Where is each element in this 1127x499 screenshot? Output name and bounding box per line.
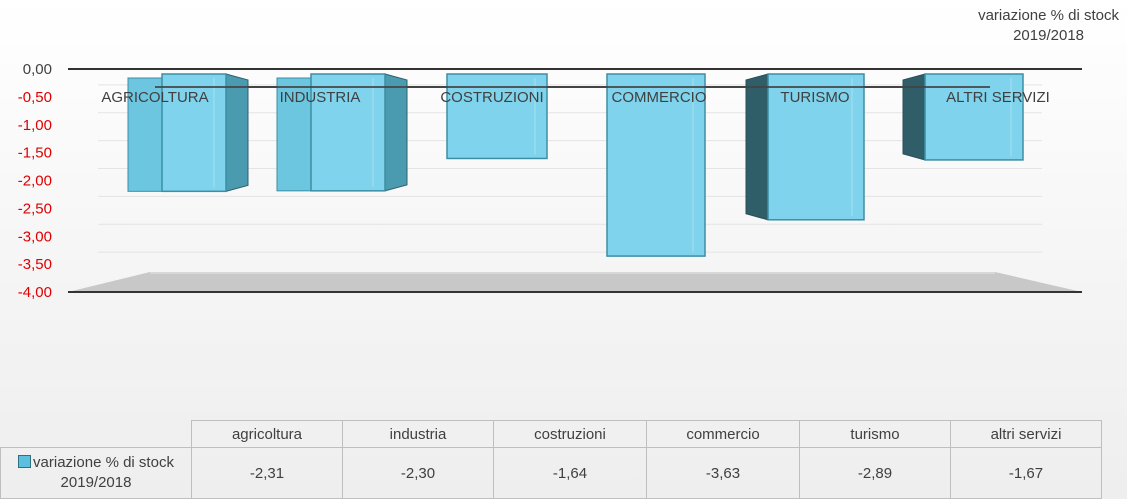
y-tick-label: -1,00	[18, 117, 52, 134]
data-table-header-industria: industria	[342, 420, 494, 448]
series-label-line-1: variazione % di stock	[33, 454, 174, 471]
data-table: agricoltura industria costruzioni commer…	[0, 420, 1102, 499]
bar-side-face	[225, 73, 249, 192]
y-tick-label: 0,00	[23, 61, 52, 78]
data-table-header-commercio: commercio	[646, 420, 800, 448]
y-tick-label: -0,50	[18, 89, 52, 106]
floor-plane	[68, 272, 1082, 292]
bar	[767, 73, 865, 221]
series-swatch-icon	[18, 455, 32, 468]
y-tick-label: -3,00	[18, 228, 52, 245]
bar-chart: 0,00 -0,50 -1,00 -1,50 -2,00 -2,50 -3,00 -3,50 -…	[18, 61, 1082, 301]
data-table-value-turismo: -2,89	[799, 447, 951, 499]
data-table-value-industria: -2,30	[342, 447, 494, 499]
y-tick-label: -2,50	[18, 200, 52, 217]
data-table-value-commercio: -3,63	[646, 447, 800, 499]
floor-back-edge	[150, 272, 995, 274]
x-category-label: TURISMO	[780, 89, 849, 106]
bar	[161, 73, 227, 193]
data-table-header-agricoltura: agricoltura	[191, 420, 343, 448]
legend-line-1: variazione % di stock	[978, 7, 1119, 24]
x-category-label: COSTRUZIONI	[440, 89, 543, 106]
x-category-label: COMMERCIO	[612, 89, 707, 106]
data-table-header-costruzioni: costruzioni	[493, 420, 647, 448]
y-tick-label: -4,00	[18, 284, 52, 301]
bar-side-face	[745, 73, 769, 221]
data-table-value-costruzioni: -1,64	[493, 447, 647, 499]
data-table-series-label: variazione % di stock 2019/2018	[0, 447, 192, 499]
data-table-corner	[1, 421, 192, 448]
data-table-header-row: agricoltura industria costruzioni commer…	[1, 420, 1102, 448]
series-label-line-2: 2019/2018	[60, 474, 132, 491]
y-tick-label: -2,00	[18, 173, 52, 190]
legend: variazione % di stock 2019/2018	[978, 6, 1119, 46]
bar	[606, 73, 706, 257]
x-category-label: AGRICOLTURA	[101, 89, 208, 106]
bar-side-face	[384, 73, 408, 192]
data-table-value-agricoltura: -2,31	[191, 447, 343, 499]
data-table-value-row: variazione % di stock 2019/2018 -2,31 -2…	[0, 447, 1102, 499]
y-tick-label: -3,50	[18, 256, 52, 273]
data-table-value-altri-servizi: -1,67	[950, 447, 1102, 499]
y-tick-label: -1,50	[18, 145, 52, 162]
bar	[924, 73, 1024, 161]
data-table-header-altri-servizi: altri servizi	[950, 420, 1102, 448]
data-table-header-turismo: turismo	[799, 420, 951, 448]
x-category-label: ALTRI SERVIZI	[946, 89, 1050, 106]
x-category-label: INDUSTRIA	[280, 89, 361, 106]
bar	[446, 73, 548, 160]
legend-line-2: 2019/2018	[1013, 27, 1084, 44]
